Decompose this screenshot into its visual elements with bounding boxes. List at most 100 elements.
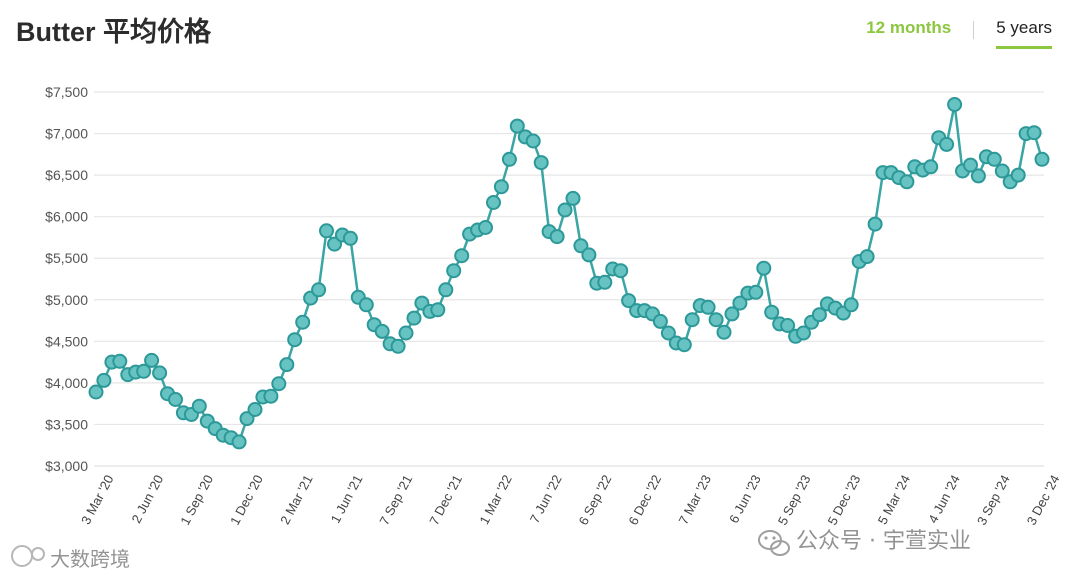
data-point <box>557 202 573 218</box>
tab-5-years[interactable]: 5 years <box>996 18 1052 49</box>
x-tick-label: 1 Mar '22 <box>476 472 515 527</box>
y-tick-label: $5,500 <box>45 250 88 266</box>
data-point <box>501 151 517 167</box>
x-tick-label: 6 Jun '23 <box>726 472 764 525</box>
data-point <box>446 263 462 279</box>
brand-logo-icon <box>11 545 45 567</box>
data-point <box>573 238 589 254</box>
y-tick-label: $4,000 <box>45 375 88 391</box>
y-tick-label: $3,000 <box>45 458 88 474</box>
data-point <box>454 248 470 264</box>
data-point <box>843 297 859 313</box>
data-point <box>923 159 939 175</box>
x-tick-label: 7 Mar '23 <box>676 472 715 527</box>
data-point <box>287 332 303 348</box>
data-point <box>478 220 493 235</box>
data-point <box>374 323 390 339</box>
data-point <box>676 337 692 353</box>
data-point <box>533 155 549 171</box>
data-point <box>780 318 796 333</box>
data-point <box>295 314 311 330</box>
data-point <box>319 223 334 239</box>
x-tick-label: 4 Jun '24 <box>925 472 963 525</box>
data-point <box>756 260 772 276</box>
data-point <box>390 338 406 354</box>
grid-lines <box>94 91 1044 467</box>
data-point <box>700 299 716 315</box>
data-point <box>947 97 963 112</box>
data-point <box>263 388 279 404</box>
data-point <box>406 310 422 326</box>
data-point <box>764 304 780 320</box>
y-axis-labels: $3,000 $3,500 $4,000 $4,500 $5,000 $5,500 $6,0… <box>45 84 88 474</box>
data-point <box>581 247 597 263</box>
data-point <box>708 312 724 328</box>
data-point <box>239 411 255 427</box>
watermark-account: 公众号 · 宇萱实业 <box>796 529 971 554</box>
series-points <box>88 97 1050 450</box>
data-point <box>1010 167 1026 183</box>
x-tick-label: 7 Dec '21 <box>426 472 465 527</box>
data-point <box>613 263 629 279</box>
data-point <box>859 249 875 265</box>
data-point <box>724 306 740 322</box>
x-tick-label: 7 Sep '21 <box>376 472 415 527</box>
data-point <box>279 357 295 373</box>
x-tick-label: 5 Mar '24 <box>875 472 914 527</box>
data-point <box>811 307 827 323</box>
x-tick-label: 5 Dec '23 <box>825 472 864 527</box>
x-tick-label: 3 Sep '24 <box>974 472 1013 527</box>
data-point <box>748 284 764 300</box>
data-point <box>525 133 541 149</box>
data-point <box>549 229 565 245</box>
data-point <box>191 398 207 414</box>
data-point <box>271 376 287 392</box>
x-tick-label: 6 Dec '22 <box>625 472 664 527</box>
data-point <box>231 434 247 450</box>
data-point <box>597 274 613 290</box>
data-point <box>247 402 263 417</box>
data-point <box>358 297 374 313</box>
data-point <box>652 313 668 329</box>
x-tick-label: 5 Sep '23 <box>775 472 814 527</box>
page-title: Butter 平均价格 <box>16 17 211 47</box>
data-point <box>144 352 160 368</box>
watermark-layer: 公众号 · 宇萱实业 大数跨境 <box>11 529 971 571</box>
data-point <box>1026 125 1042 141</box>
data-point <box>168 392 183 407</box>
data-point <box>430 302 446 318</box>
data-point <box>994 163 1010 179</box>
watermark-brand: 大数跨境 <box>50 547 130 571</box>
data-point <box>899 174 915 190</box>
tab-12-months[interactable]: 12 months <box>866 18 952 37</box>
data-point <box>565 190 581 206</box>
x-tick-label: 2 Mar '21 <box>277 472 316 527</box>
data-point <box>716 324 732 340</box>
y-tick-label: $3,500 <box>45 416 88 432</box>
data-point <box>152 365 168 381</box>
x-tick-label: 6 Sep '22 <box>576 472 615 527</box>
data-point <box>509 118 525 134</box>
data-point <box>684 312 700 328</box>
data-point <box>621 293 637 309</box>
data-point <box>660 325 676 341</box>
x-tick-label: 1 Jun '21 <box>328 472 366 525</box>
data-point <box>970 168 986 184</box>
data-point <box>986 151 1002 167</box>
data-point <box>963 157 978 173</box>
data-point <box>311 282 327 298</box>
tab-divider <box>973 21 975 39</box>
y-tick-label: $7,500 <box>45 84 88 100</box>
y-tick-label: $6,000 <box>45 209 88 225</box>
y-tick-label: $4,500 <box>45 333 88 349</box>
x-tick-label: 1 Dec '20 <box>227 472 266 527</box>
data-point <box>867 216 883 232</box>
x-tick-label: 3 Mar '20 <box>78 472 117 527</box>
wechat-logo-icon <box>758 530 790 556</box>
data-point <box>342 230 358 246</box>
data-point <box>486 195 501 210</box>
data-point <box>1034 151 1050 167</box>
x-axis-labels: 3 Mar '20 2 Jun '20 1 Sep '20 1 Dec '20 2 Ma… <box>78 472 1063 527</box>
data-point <box>112 353 128 369</box>
